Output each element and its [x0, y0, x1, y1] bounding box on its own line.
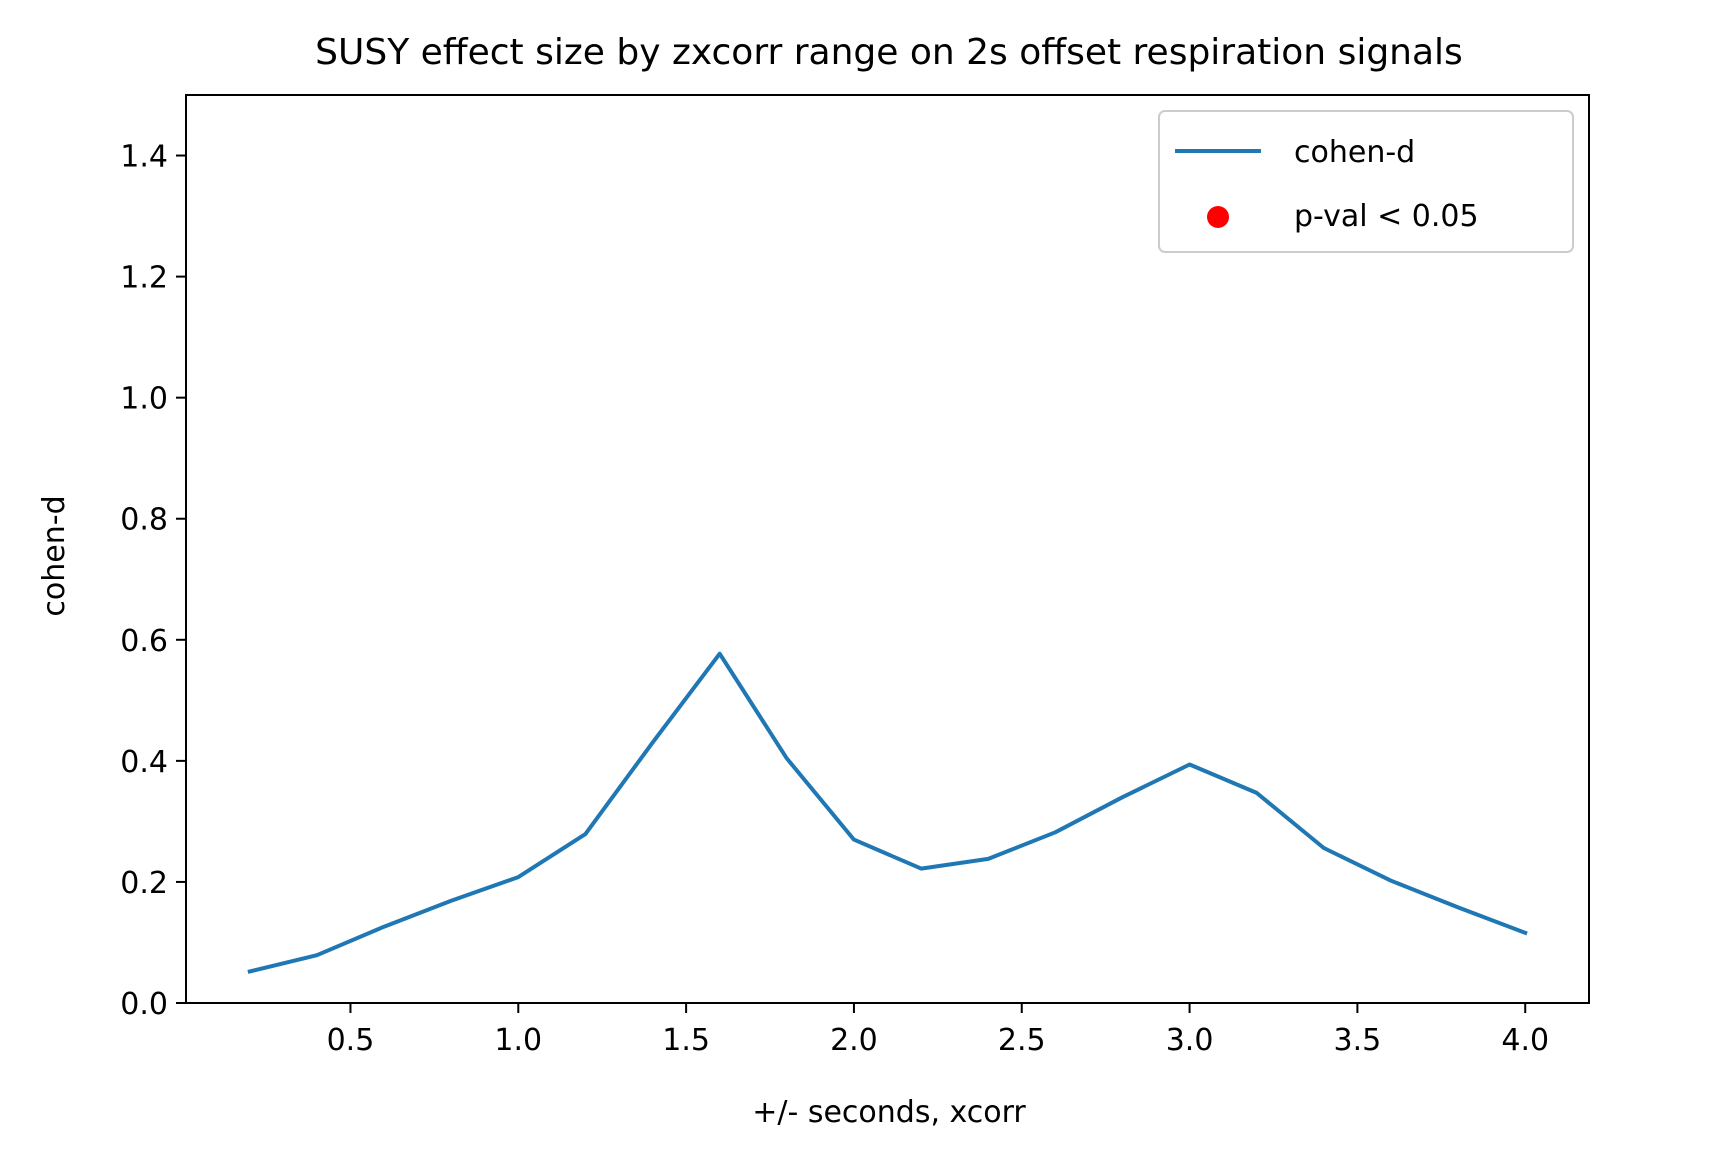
legend: cohen-d p-val < 0.05	[1158, 110, 1574, 253]
x-tick-label: 1.0	[494, 1023, 542, 1058]
y-tick-label: 1.4	[120, 140, 168, 175]
x-axis: 0.5 1.0 1.5 2.0 2.5 3.0 3.5 4.0	[327, 1003, 1549, 1058]
y-tick-label: 0.4	[120, 745, 168, 780]
chart-title: SUSY effect size by zxcorr range on 2s o…	[315, 32, 1463, 73]
y-tick-label: 1.0	[120, 382, 168, 417]
series-line-cohen-d	[247, 651, 1528, 974]
y-axis-title: cohen-d	[37, 495, 72, 616]
plot-frame	[185, 94, 1590, 1004]
x-tick-label: 4.0	[1501, 1023, 1549, 1058]
x-tick-label: 2.5	[998, 1023, 1046, 1058]
x-tick-label: 3.5	[1334, 1023, 1382, 1058]
y-tick-label: 0.2	[120, 866, 168, 901]
y-tick-label: 0.0	[120, 987, 168, 1022]
x-tick-label: 0.5	[327, 1023, 375, 1058]
legend-label: p-val < 0.05	[1294, 199, 1479, 234]
y-tick-label: 0.8	[120, 503, 168, 538]
x-tick-label: 2.0	[830, 1023, 878, 1058]
x-axis-title: +/- seconds, xcorr	[752, 1095, 1026, 1130]
legend-box	[1158, 110, 1574, 253]
y-axis: 0.0 0.2 0.4 0.6 0.8 1.0 1.2 1.4	[120, 140, 186, 1022]
x-tick-label: 1.5	[662, 1023, 710, 1058]
y-tick-label: 1.2	[120, 261, 168, 296]
y-tick-label: 0.6	[120, 624, 168, 659]
x-tick-label: 3.0	[1166, 1023, 1214, 1058]
plot-area	[185, 94, 1590, 1004]
legend-dot-swatch	[1207, 206, 1229, 228]
legend-label: cohen-d	[1294, 135, 1415, 170]
